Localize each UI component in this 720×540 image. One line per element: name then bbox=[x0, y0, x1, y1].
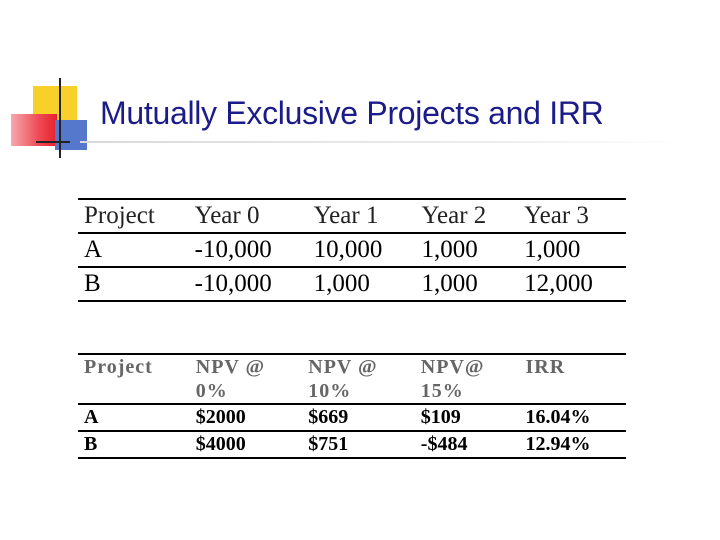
npv-header-10pct: NPV @ 10% bbox=[302, 353, 415, 405]
logo-red-square bbox=[11, 114, 57, 146]
cashflow-header-year3: Year 3 bbox=[518, 198, 626, 234]
npv-cell-10pct: $669 bbox=[302, 404, 415, 432]
cashflow-cell-year1: 10,000 bbox=[307, 233, 416, 268]
table-row: A -10,000 10,000 1,000 1,000 bbox=[78, 233, 626, 268]
cashflow-header-year2: Year 2 bbox=[415, 198, 519, 234]
table-row: B -10,000 1,000 1,000 12,000 bbox=[78, 267, 626, 302]
cashflow-header-year1: Year 1 bbox=[307, 198, 416, 234]
cashflow-cell-project: B bbox=[78, 267, 189, 302]
npv-header-line1: IRR bbox=[525, 356, 566, 378]
npv-header-line1: NPV @ bbox=[195, 356, 266, 378]
npv-cell-irr: 12.94% bbox=[519, 431, 626, 459]
npv-cell-0pct: $4000 bbox=[189, 431, 303, 459]
cashflow-header-row: Project Year 0 Year 1 Year 2 Year 3 bbox=[78, 198, 626, 234]
npv-header-line1: NPV@ bbox=[420, 356, 485, 378]
logo-vertical-line bbox=[59, 78, 61, 158]
npv-header-15pct: NPV@ 15% bbox=[414, 353, 520, 405]
cashflow-header-year0: Year 0 bbox=[188, 198, 308, 234]
npv-header-project: Project bbox=[78, 353, 190, 405]
npv-irr-table: Project NPV @ 0% NPV @ 10% NPV@ 15% IRR … bbox=[78, 353, 626, 459]
cashflow-table: Project Year 0 Year 1 Year 2 Year 3 A -1… bbox=[78, 198, 626, 302]
npv-cell-15pct: $109 bbox=[414, 404, 520, 432]
npv-header-line2: 15% bbox=[420, 380, 464, 402]
cashflow-cell-year3: 12,000 bbox=[518, 267, 626, 302]
npv-header-row: Project NPV @ 0% NPV @ 10% NPV@ 15% IRR bbox=[78, 353, 626, 405]
npv-header-line2: 10% bbox=[308, 380, 352, 402]
npv-cell-0pct: $2000 bbox=[189, 404, 303, 432]
slide-title: Mutually Exclusive Projects and IRR bbox=[100, 95, 604, 131]
npv-cell-10pct: $751 bbox=[302, 431, 415, 459]
npv-cell-15pct: -$484 bbox=[414, 431, 520, 459]
npv-cell-project: B bbox=[78, 431, 190, 459]
slide-logo bbox=[0, 0, 100, 170]
npv-header-line1: NPV @ bbox=[308, 356, 378, 378]
table-row: B $4000 $751 -$484 12.94% bbox=[78, 431, 626, 459]
cashflow-cell-year1: 1,000 bbox=[307, 267, 416, 302]
title-underline bbox=[80, 141, 690, 143]
cashflow-cell-year0: -10,000 bbox=[188, 267, 308, 302]
npv-cell-irr: 16.04% bbox=[519, 404, 626, 432]
cashflow-header-project: Project bbox=[78, 198, 189, 234]
cashflow-cell-year3: 1,000 bbox=[518, 233, 626, 268]
cashflow-cell-project: A bbox=[78, 233, 189, 268]
npv-header-line2: 0% bbox=[195, 380, 228, 402]
npv-cell-project: A bbox=[78, 404, 190, 432]
cashflow-cell-year0: -10,000 bbox=[188, 233, 308, 268]
npv-header-irr: IRR bbox=[519, 353, 626, 405]
table-row: A $2000 $669 $109 16.04% bbox=[78, 404, 626, 432]
logo-horizontal-line bbox=[36, 141, 70, 143]
npv-header-line1: Project bbox=[84, 356, 153, 378]
cashflow-cell-year2: 1,000 bbox=[415, 233, 519, 268]
cashflow-cell-year2: 1,000 bbox=[415, 267, 519, 302]
npv-header-0pct: NPV @ 0% bbox=[189, 353, 303, 405]
